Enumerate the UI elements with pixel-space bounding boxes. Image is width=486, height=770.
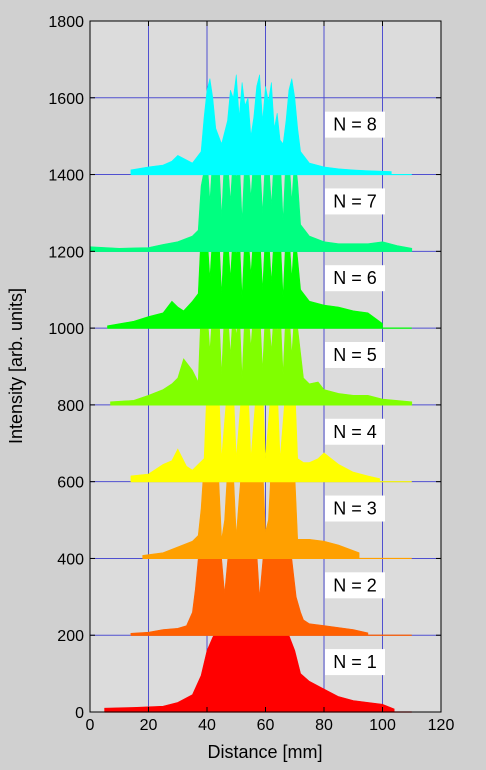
- y-ticks: 0 200 400 600 800 1000 1200 1400 1600 1800: [48, 14, 441, 722]
- x-tick-label: 60: [257, 717, 275, 734]
- x-tick-label: 20: [140, 717, 158, 734]
- series-area-n4: [130, 385, 380, 482]
- series-label-bg-n3: [325, 495, 385, 522]
- series-label-n1: N = 1: [333, 652, 377, 672]
- y-tick-label: 1400: [48, 168, 84, 185]
- y-tick-label: 200: [57, 628, 84, 645]
- x-tick-label: 40: [198, 717, 216, 734]
- series-area-n8: [130, 74, 392, 175]
- series-label-n8: N = 8: [333, 115, 377, 135]
- series-label-bg-n6: [325, 265, 385, 292]
- series-label-bg-n5: [325, 341, 385, 368]
- y-tick-label: 1800: [48, 14, 84, 31]
- x-tick-label: 80: [315, 717, 333, 734]
- series-label-bg-n8: [325, 111, 385, 138]
- series-label-n2: N = 2: [333, 575, 377, 595]
- y-tick-label: 1600: [48, 91, 84, 108]
- series-label-n4: N = 4: [333, 422, 377, 442]
- y-tick-label: 600: [57, 475, 84, 492]
- x-ticks: 0 20 40 60 80 100 120: [86, 21, 455, 734]
- series-area-n6: [107, 231, 383, 329]
- y-tick-label: 1000: [48, 321, 84, 338]
- y-tick-label: 400: [57, 551, 84, 568]
- series-label-n7: N = 7: [333, 191, 377, 211]
- series-label-n3: N = 3: [333, 499, 377, 519]
- x-tick-label: 120: [428, 717, 455, 734]
- series-label-bg-n1: [325, 649, 385, 676]
- y-tick-label: 0: [75, 705, 84, 722]
- x-tick-label: 100: [369, 717, 396, 734]
- y-tick-label: 1200: [48, 244, 84, 261]
- x-axis-label: Distance [mm]: [207, 742, 322, 762]
- series-label-bg-n4: [325, 418, 385, 445]
- y-axis-label: Intensity [arb. units]: [6, 288, 26, 444]
- series-layer: N = 1 N = 2 N = 3 N = 4 N = 5 N = 6 N = 7 N = 8: [89, 74, 413, 713]
- y-tick-label: 800: [57, 398, 84, 415]
- series-label-bg-n7: [325, 188, 385, 215]
- series-label-n5: N = 5: [333, 345, 377, 365]
- x-tick-label: 0: [86, 717, 95, 734]
- series-label-bg-n2: [325, 572, 385, 599]
- series-label-n6: N = 6: [333, 268, 377, 288]
